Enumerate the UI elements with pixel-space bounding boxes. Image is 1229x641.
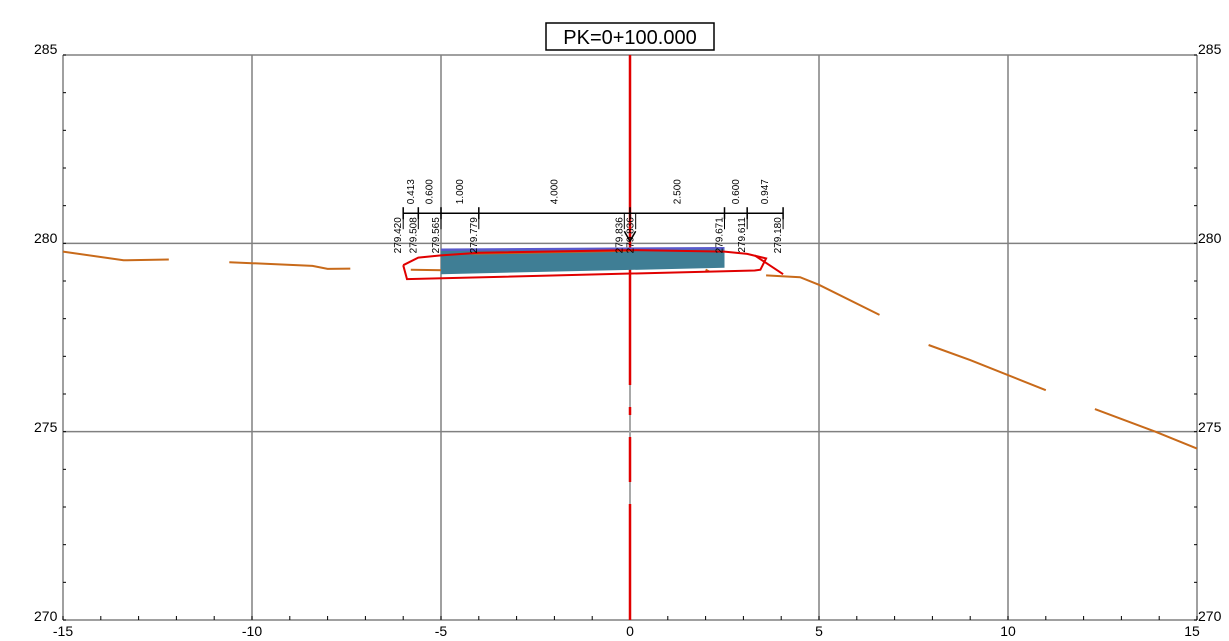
elevation-value: 279.420 [393,217,404,254]
axis-ticks [62,54,1198,621]
terrain-segment [229,261,351,270]
subgrade-slope [754,254,784,276]
terrain-segment [766,274,880,316]
elevation-value: 279.508 [408,217,419,254]
offset-value: 0.413 [406,179,417,204]
axis-labels: 285 280 275 270 285 280 275 270 -15 -10 … [34,41,1222,639]
elevation-value: 279.836 [626,217,637,254]
terrain-segment [1094,408,1198,450]
x-label-10: 10 [1000,623,1016,639]
elevation-value: 279.671 [715,217,726,254]
offset-value: 2.500 [672,179,683,204]
y-label-left-270: 270 [34,608,58,624]
elevation-value: 279.565 [431,217,442,254]
elevation-value: 279.611 [737,217,748,253]
offset-value: 0.600 [731,179,742,204]
y-label-right-285: 285 [1198,41,1222,57]
page-title: PK=0+100.000 [563,27,696,49]
terrain-profile [62,250,1198,450]
x-label-5: 5 [815,623,823,639]
y-label-right-275: 275 [1198,419,1222,435]
y-label-right-270: 270 [1198,608,1222,624]
centerline-notch [623,230,637,243]
station-title: PK=0+100.000 [545,22,715,51]
x-label-0: 0 [626,623,634,639]
pavement-top-line [440,246,725,251]
offset-value: 0.947 [760,179,771,204]
y-label-left-280: 280 [34,230,58,246]
subgrade-polygon [402,249,768,281]
offset-value: 1.000 [455,179,466,204]
x-label-minus-10: -10 [242,623,262,639]
offset-value: 4.000 [549,179,560,204]
elevation-value: 279.836 [614,217,625,254]
x-label-15: 15 [1184,623,1200,639]
subgrade-outline [402,249,784,281]
offset-value: 0.600 [425,179,436,204]
y-label-left-285: 285 [34,41,58,57]
elevation-value: 279.779 [469,217,480,254]
x-label-minus-5: -5 [435,623,448,639]
terrain-segment [62,250,169,262]
title-frame [545,22,715,51]
pavement-layer-fill [441,248,725,275]
dimension-line: 0.413 0.600 1.000 4.000 2.500 0.600 0.947 279.4… [393,179,784,254]
terrain-segment [928,344,1047,392]
x-label-minus-15: -15 [53,623,73,639]
elevation-value: 279.180 [773,217,784,254]
y-label-right-280: 280 [1198,230,1222,246]
y-label-left-275: 275 [34,419,58,435]
